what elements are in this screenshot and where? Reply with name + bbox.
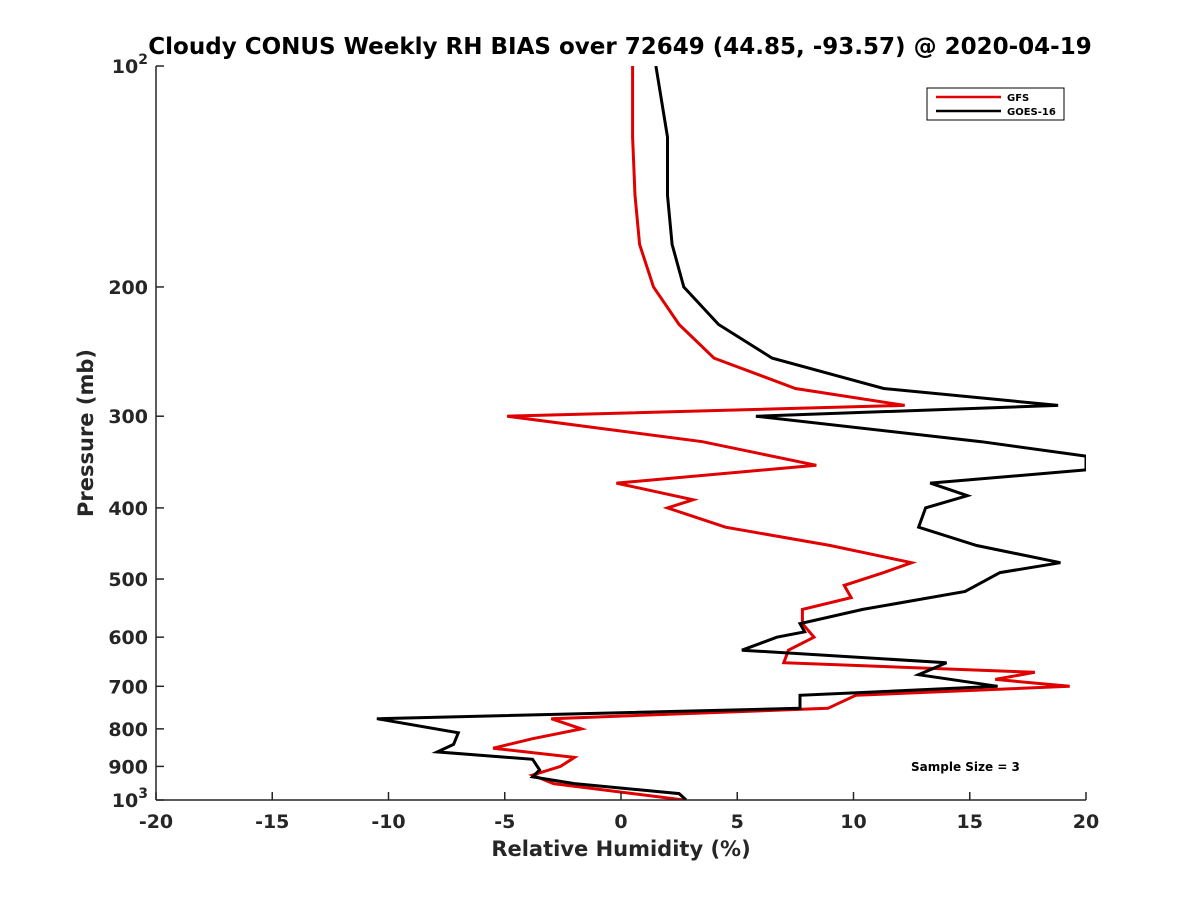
y-tick-label: 103 [112,786,148,812]
y-tick-label: 700 [108,676,148,698]
x-tick-label: 5 [731,811,744,833]
y-tick-label: 600 [108,627,148,649]
y-tick-label: 800 [108,719,148,741]
x-tick-label: 15 [957,811,983,833]
x-tick-label: -5 [494,811,515,833]
y-tick-label: 400 [108,498,148,520]
y-tick-label: 200 [108,277,148,299]
legend: GFS GOES-16 [926,87,1065,121]
y-axis-label: Pressure (mb) [74,349,98,517]
sample-size-annotation: Sample Size = 3 [911,760,1020,774]
legend-box [926,87,1065,121]
x-tick-label: 20 [1073,811,1099,833]
chart-title: Cloudy CONUS Weekly RH BIAS over 72649 (… [148,34,1091,60]
x-tick-label: -10 [371,811,405,833]
y-tick-label: 900 [108,756,148,778]
x-axis-ticks: -20 -15 -10 -5 0 5 10 15 20 [139,792,1099,833]
x-tick-label: -20 [139,811,173,833]
series-line-goes-16 [376,66,1086,800]
y-tick-label: 102 [112,52,148,78]
legend-label-gfs: GFS [1007,93,1029,104]
x-tick-label: 10 [840,811,866,833]
plot-area [155,66,1086,801]
legend-label-goes16: GOES-16 [1007,107,1056,118]
x-tick-label: -15 [255,811,289,833]
series-line-gfs [492,66,1070,800]
x-tick-label: 0 [614,811,627,833]
x-axis-label: Relative Humidity (%) [491,837,750,861]
y-axis-ticks: 102 200 300 400 500 600 700 800 900 103 [108,52,164,812]
y-tick-label: 500 [108,569,148,591]
y-tick-label: 300 [108,406,148,428]
series-layer [376,66,1086,800]
